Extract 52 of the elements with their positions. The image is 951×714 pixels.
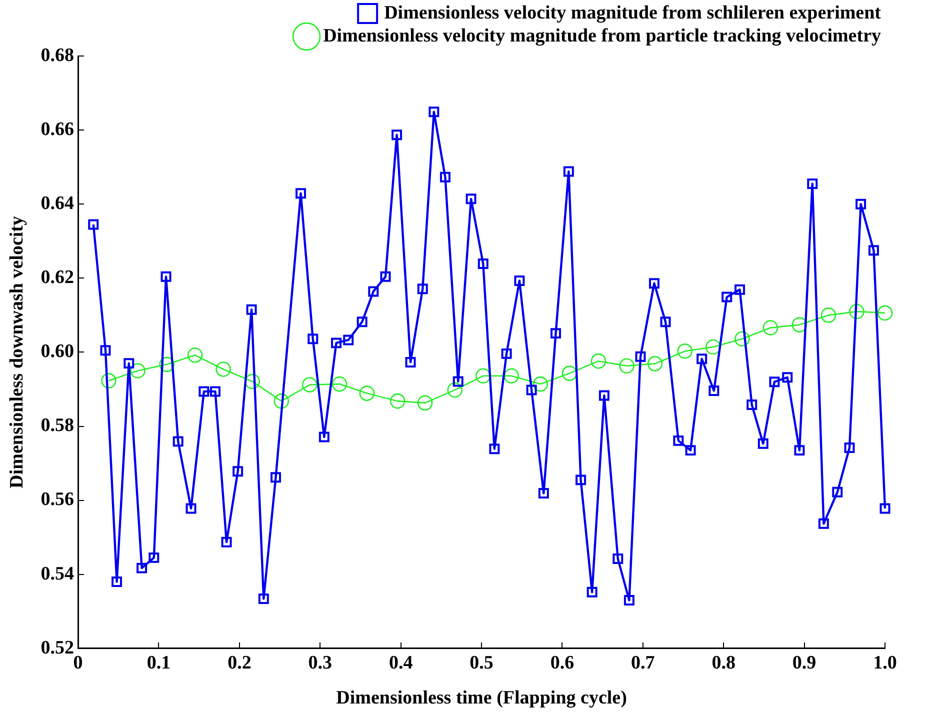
point [101,373,116,388]
y-tick-label: 0.62 [40,267,74,288]
y-tick-label: 0.52 [40,637,74,658]
point [130,363,146,378]
x-tick-label: 0.9 [792,652,816,674]
point [877,305,893,321]
point [475,368,491,384]
point [590,353,606,369]
x-tick-label: 1.0 [873,652,897,674]
x-tick-label: 0.1 [146,652,171,674]
point [647,356,663,372]
point [820,308,836,323]
y-tick-label: 0.54 [40,563,75,584]
point [504,368,520,384]
x-tick-label: 0.5 [470,652,494,674]
x-tick-label: 0.2 [228,652,252,674]
point [390,393,406,409]
y-tick-label: 0.56 [40,489,74,510]
point [359,386,375,401]
y-tick-label: 0.60 [40,341,74,362]
point [532,376,548,392]
y-tick-label: 0.58 [40,415,74,436]
point [417,395,433,411]
point [159,356,174,372]
point [244,374,260,390]
y-tick-label: 0.66 [40,118,74,140]
point [677,343,693,359]
point [792,317,808,332]
point [332,376,348,392]
point [762,320,778,336]
point [734,331,750,347]
y-tick-label: 0.64 [40,193,75,214]
x-tick-label: 0.3 [308,652,332,674]
y-tick-label: 0.68 [40,44,74,66]
x-tick-label: 0.6 [550,652,574,674]
y-axis-title: Dimensionless downwash velocity [6,216,28,488]
point [562,366,578,381]
point [619,358,634,374]
point [705,339,721,355]
legend-label: Dimensionless velocity magnitude from particle tracking velocimetry [323,25,882,46]
legend-label: Dimensionless velocity magnitude from schlileren experiment [384,2,882,24]
point [302,377,318,392]
x-tick-label: 0.4 [388,652,414,674]
point [849,304,864,320]
x-axis-title: Dimensionless time (Flapping cycle) [336,688,627,709]
point [447,382,463,398]
point [216,362,231,377]
point [274,393,290,409]
x-tick-label: 0.8 [712,652,736,674]
x-tick-label: 0.7 [631,652,656,674]
x-tick-label: 0 [73,652,83,674]
point [187,348,203,363]
